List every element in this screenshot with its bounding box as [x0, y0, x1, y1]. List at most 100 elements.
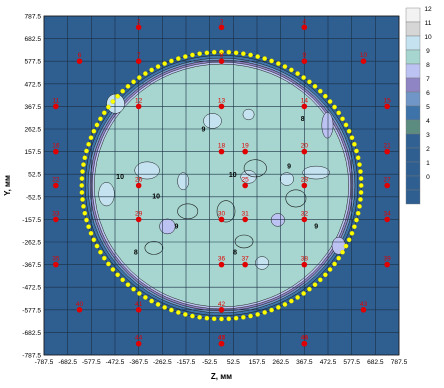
measurement-point-label: 30: [218, 210, 226, 217]
measurement-point-label: 8: [220, 52, 224, 59]
measurement-point: [136, 341, 142, 347]
boundary-point: [137, 75, 141, 79]
boundary-point: [313, 84, 317, 88]
measurement-point-label: 42: [218, 301, 226, 308]
legend-label: 2: [426, 146, 430, 153]
boundary-point: [276, 305, 280, 309]
measurement-point-label: 11: [52, 97, 59, 104]
measurement-point: [53, 149, 59, 155]
measurement-point-label: 35: [52, 256, 60, 263]
boundary-point: [352, 142, 356, 146]
contour-label: 10: [152, 193, 160, 200]
contour-label: 8: [134, 249, 138, 256]
legend-swatch: [406, 50, 420, 64]
measurement-point-label: 37: [242, 256, 250, 263]
y-tick-label: 577.5: [24, 59, 41, 66]
legend-label: 3: [426, 132, 430, 139]
boundary-point: [318, 89, 322, 93]
measurement-point-label: 9: [303, 52, 307, 59]
measurement-point-label: 41: [135, 301, 143, 308]
x-tick-label: -472.5: [106, 359, 125, 366]
boundary-point: [350, 231, 354, 235]
boundary-point: [98, 117, 102, 121]
legend-swatch: [406, 36, 420, 50]
boundary-point: [301, 291, 305, 295]
boundary-point: [162, 305, 166, 309]
boundary-point: [80, 176, 84, 180]
boundary-point: [283, 64, 287, 68]
boundary-point: [190, 314, 194, 318]
measurement-point-label: 2: [137, 18, 141, 25]
boundary-point: [80, 197, 84, 201]
measurement-point-label: 27: [384, 177, 392, 184]
boundary-point: [313, 282, 317, 286]
y-axis-label: Y, мм: [3, 175, 12, 196]
boundary-point: [89, 231, 93, 235]
measurement-point-label: 38: [301, 256, 309, 263]
measurement-point-label: 16: [52, 143, 60, 150]
boundary-point: [106, 262, 110, 266]
measurement-point: [242, 262, 248, 268]
boundary-point: [80, 183, 84, 187]
measurement-point-label: 20: [301, 143, 309, 150]
contour-region: [203, 113, 221, 128]
y-tick-label: 157.5: [24, 149, 41, 156]
measurement-point-label: 19: [242, 143, 250, 150]
boundary-point: [269, 308, 273, 312]
boundary-point: [143, 295, 147, 299]
boundary-point: [276, 61, 280, 65]
measurement-point: [219, 217, 225, 223]
y-tick-label: 262.5: [24, 127, 41, 134]
y-tick-label: 787.5: [24, 14, 41, 21]
boundary-point: [92, 129, 96, 133]
y-tick-label: -262.5: [22, 240, 41, 247]
measurement-point-label: 25: [242, 177, 250, 184]
boundary-point: [205, 316, 209, 320]
measurement-point: [302, 262, 308, 268]
y-tick-label: 682.5: [24, 36, 41, 43]
legend-swatch: [406, 190, 420, 204]
boundary-point: [347, 129, 351, 133]
measurement-point: [384, 262, 390, 268]
y-tick-label: 367.5: [24, 104, 41, 111]
measurement-point: [384, 183, 390, 189]
legend-label: 5: [426, 104, 430, 111]
boundary-point: [219, 317, 223, 321]
boundary-point: [262, 310, 266, 314]
measurement-point: [219, 307, 225, 313]
contour-region: [322, 112, 333, 138]
y-tick-label: -367.5: [22, 262, 41, 269]
measurement-point: [53, 217, 59, 223]
boundary-point: [234, 316, 238, 320]
contour-region: [243, 109, 254, 120]
boundary-point: [356, 156, 360, 160]
measurement-point-label: 47: [218, 335, 226, 342]
boundary-point: [106, 105, 110, 109]
boundary-point: [255, 312, 259, 316]
boundary-point: [234, 51, 238, 55]
measurement-point-label: 4: [303, 18, 307, 25]
boundary-point: [337, 111, 341, 115]
boundary-point: [241, 51, 245, 55]
legend-swatch: [406, 134, 420, 148]
measurement-point-label: 39: [384, 256, 392, 263]
boundary-point: [352, 225, 356, 229]
boundary-point: [262, 56, 266, 60]
boundary-point: [269, 59, 273, 63]
contour-label: 9: [287, 163, 291, 170]
measurement-point: [361, 307, 367, 313]
measurement-point-label: 43: [360, 301, 368, 308]
measurement-point: [302, 183, 308, 189]
boundary-point: [307, 287, 311, 291]
measurement-point: [219, 341, 225, 347]
legend-label: 4: [426, 118, 430, 125]
boundary-point: [156, 302, 160, 306]
measurement-point: [219, 262, 225, 268]
measurement-point-label: 10: [360, 52, 368, 59]
measurement-point-label: 29: [135, 210, 143, 217]
x-tick-label: -577.5: [82, 359, 101, 366]
boundary-point: [212, 50, 216, 54]
measurement-point-label: 7: [137, 52, 141, 59]
